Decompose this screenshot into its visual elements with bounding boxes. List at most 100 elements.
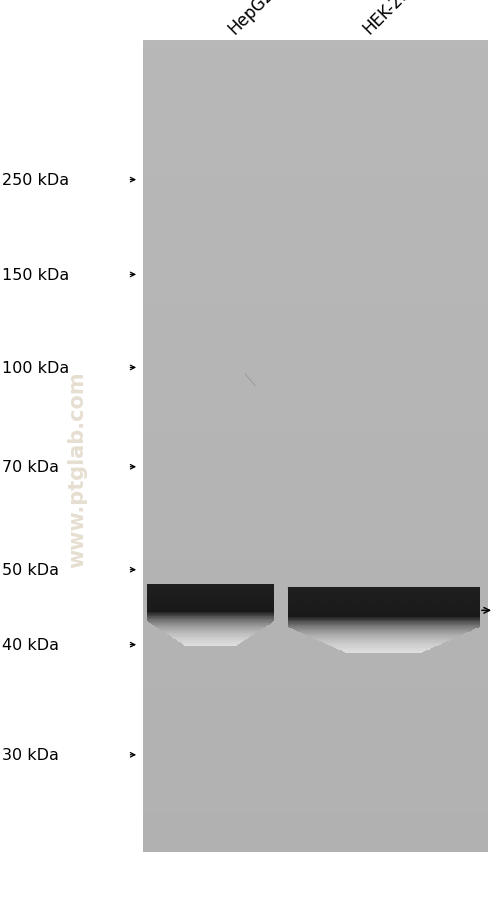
Bar: [142, 182, 488, 189]
Bar: [148, 586, 274, 587]
Bar: [142, 251, 488, 257]
Bar: [345, 652, 422, 653]
Bar: [142, 433, 488, 440]
Bar: [148, 615, 274, 616]
Bar: [142, 197, 488, 203]
Bar: [158, 628, 264, 629]
Bar: [308, 636, 459, 637]
Bar: [288, 601, 480, 602]
Bar: [142, 460, 488, 467]
Bar: [148, 609, 274, 610]
Bar: [142, 75, 488, 81]
Bar: [142, 657, 488, 663]
Bar: [142, 48, 488, 54]
Bar: [148, 612, 274, 614]
Bar: [288, 603, 480, 605]
Bar: [300, 631, 468, 633]
Bar: [142, 54, 488, 61]
Bar: [288, 599, 480, 600]
Bar: [164, 631, 258, 632]
Bar: [148, 601, 274, 602]
Bar: [148, 590, 274, 592]
Bar: [324, 642, 444, 643]
Bar: [288, 595, 480, 597]
Bar: [142, 528, 488, 534]
Bar: [142, 630, 488, 636]
Bar: [314, 638, 454, 640]
Bar: [150, 622, 272, 623]
Bar: [142, 738, 488, 744]
Bar: [338, 649, 430, 650]
Bar: [142, 244, 488, 250]
Bar: [148, 605, 274, 606]
Bar: [142, 487, 488, 494]
Bar: [142, 122, 488, 128]
Bar: [170, 635, 252, 637]
Bar: [142, 318, 488, 325]
Bar: [142, 115, 488, 122]
Bar: [142, 589, 488, 595]
Bar: [142, 224, 488, 230]
Bar: [186, 646, 236, 647]
Bar: [288, 603, 480, 604]
Bar: [288, 593, 480, 594]
Bar: [142, 311, 488, 318]
Bar: [142, 290, 488, 298]
Bar: [182, 643, 240, 644]
Bar: [322, 641, 446, 642]
Bar: [142, 149, 488, 156]
Bar: [142, 467, 488, 474]
Bar: [310, 637, 457, 638]
Bar: [142, 805, 488, 812]
Bar: [148, 589, 274, 590]
Bar: [327, 644, 440, 645]
Bar: [142, 616, 488, 622]
Bar: [148, 612, 274, 613]
Bar: [288, 587, 480, 589]
Bar: [142, 143, 488, 149]
Bar: [168, 634, 253, 636]
Bar: [142, 819, 488, 825]
Bar: [162, 630, 260, 631]
Bar: [148, 606, 274, 608]
Bar: [142, 669, 488, 676]
Bar: [148, 597, 274, 599]
Bar: [142, 609, 488, 615]
Bar: [142, 365, 488, 372]
Bar: [142, 386, 488, 392]
Bar: [142, 750, 488, 758]
Bar: [288, 623, 480, 624]
Bar: [142, 792, 488, 798]
Bar: [288, 624, 480, 625]
Bar: [142, 541, 488, 548]
Bar: [142, 129, 488, 135]
Bar: [312, 637, 455, 639]
Bar: [148, 608, 274, 610]
Bar: [174, 638, 248, 639]
Bar: [302, 632, 466, 633]
Bar: [288, 596, 480, 598]
Bar: [288, 606, 480, 608]
Bar: [177, 640, 244, 641]
Text: www.ptglab.com: www.ptglab.com: [68, 371, 87, 567]
Bar: [142, 507, 488, 514]
Bar: [318, 640, 450, 641]
Bar: [148, 592, 274, 593]
Bar: [288, 613, 480, 615]
Bar: [165, 632, 256, 633]
Bar: [142, 548, 488, 555]
Bar: [148, 595, 274, 597]
Bar: [142, 723, 488, 731]
Bar: [288, 602, 480, 603]
Bar: [148, 588, 274, 589]
Bar: [294, 629, 474, 630]
Bar: [142, 832, 488, 839]
Bar: [142, 575, 488, 582]
Bar: [148, 604, 274, 605]
Bar: [329, 645, 438, 646]
Bar: [148, 585, 274, 587]
Bar: [288, 611, 480, 612]
Bar: [288, 615, 480, 616]
Bar: [142, 263, 488, 271]
Bar: [142, 514, 488, 521]
